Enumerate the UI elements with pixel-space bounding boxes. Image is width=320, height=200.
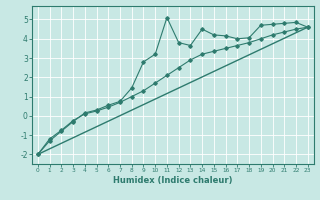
X-axis label: Humidex (Indice chaleur): Humidex (Indice chaleur) (113, 176, 233, 185)
